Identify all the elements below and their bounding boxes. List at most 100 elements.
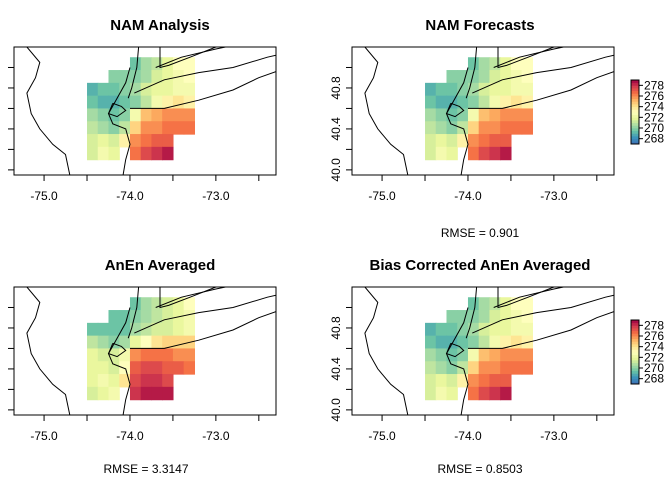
heatmap-cell [97, 82, 110, 97]
heatmap-cell [119, 374, 131, 388]
coastline-pa-nj-border [26, 47, 71, 175]
heatmap-cell [489, 95, 501, 110]
heatmap-cell [183, 121, 195, 135]
colorbar-segment [631, 373, 639, 377]
heatmap-cell [478, 322, 491, 337]
colorbar-segment [631, 325, 639, 329]
heatmap-cell [151, 146, 163, 161]
heatmap-cell [521, 348, 533, 362]
rmse-label: RMSE = 0.901 [441, 226, 520, 240]
heatmap-cell [435, 348, 448, 362]
heatmap-cell [87, 134, 99, 148]
heatmap-cell [446, 70, 458, 84]
heatmap-cell [489, 361, 501, 375]
heatmap-cell [129, 322, 142, 337]
heatmap-cell [172, 121, 185, 135]
heatmap-cell [467, 95, 480, 110]
heatmap-cell [457, 322, 469, 337]
heatmap-cell [500, 348, 512, 362]
colorbar-tick-label: 276 [644, 89, 664, 103]
coastline-long-island-south [468, 71, 614, 109]
heatmap-cell [162, 121, 174, 135]
heatmap-cell [87, 95, 99, 110]
heatmap-cell [467, 322, 480, 337]
colorbar-segment [631, 98, 639, 102]
heatmap-cell [467, 146, 480, 161]
heatmap-cell [500, 82, 512, 97]
heatmap-cell [108, 121, 120, 135]
heatmap-cell [510, 335, 523, 350]
heatmap-cell [151, 361, 163, 375]
heatmap-cell [108, 82, 120, 97]
heatmap-cell [467, 386, 480, 401]
colorbar-segment [631, 344, 639, 348]
heatmap-cell [521, 297, 533, 311]
colorbar-segment [631, 333, 639, 337]
heatmap-cell [435, 121, 448, 135]
heatmap-cell [425, 108, 437, 122]
heatmap-cell [172, 57, 185, 71]
coastline-hudson [127, 47, 140, 99]
coastline-ct-coast [155, 287, 229, 308]
heatmap-cell [119, 361, 131, 375]
heatmap-cell [435, 108, 448, 122]
heatmap-cell [425, 386, 437, 401]
colorbar-segment [631, 130, 639, 134]
panel-title: NAM Analysis [110, 17, 209, 34]
colorbar-segment [631, 141, 639, 145]
heatmap-cell [467, 297, 480, 311]
y-tick-label: 40.4 [329, 117, 343, 141]
colorbar-tick-label: 278 [644, 318, 664, 332]
coastline-ri-coast [267, 47, 268, 48]
heatmap-cell [119, 95, 131, 110]
colorbar-segment [631, 328, 639, 332]
colorbar-frame [630, 319, 640, 385]
heatmap-cell [108, 70, 120, 84]
x-tick-label: -75.0 [368, 189, 396, 203]
heatmap-cell [151, 70, 163, 84]
heatmap-cell [510, 361, 523, 375]
heatmap-cell [457, 108, 469, 122]
heatmap-cell [129, 297, 142, 311]
colorbar-segment [631, 85, 639, 89]
colorbar-segment [631, 362, 639, 366]
colorbar-segment [631, 330, 639, 334]
panel-title: Bias Corrected AnEn Averaged [370, 257, 591, 274]
heatmap-cell [478, 95, 491, 110]
colorbar-segment [631, 368, 639, 372]
heatmap-cell [500, 374, 512, 388]
heatmap-cell [478, 386, 491, 401]
heatmap-cell [140, 108, 153, 122]
heatmap-cell [446, 361, 458, 375]
heatmap-cell [457, 134, 469, 148]
coastline-long-island-north [472, 54, 614, 94]
heatmap-cell [457, 310, 469, 324]
heatmap-cell [435, 322, 448, 337]
heatmap-cell [87, 335, 99, 350]
coastline-ny-ct-border [159, 47, 217, 69]
heatmap-cell [425, 374, 437, 388]
heatmap-cell [425, 322, 437, 337]
heatmap-cell [457, 82, 469, 97]
heatmap-cell [467, 374, 480, 388]
heatmap-cell [129, 70, 142, 84]
colorbar-tick-label: 274 [644, 340, 664, 354]
heatmap-cell [435, 335, 448, 350]
heatmap-cell [521, 310, 533, 324]
heatmap-cell [129, 121, 142, 135]
heatmap-cell [510, 108, 523, 122]
heatmap-cell [183, 310, 195, 324]
heatmap-cell [172, 335, 185, 350]
colorbar-segment [631, 125, 639, 129]
heatmap-cell [172, 82, 185, 97]
heatmap-cell [435, 146, 448, 161]
coastline-staten-island [445, 102, 465, 118]
heatmap-cell [510, 57, 523, 71]
heatmap-cell [140, 310, 153, 324]
heatmap-cell [478, 108, 491, 122]
colorbar-tick-label: 272 [644, 110, 664, 124]
coastline-ri-coast [267, 287, 268, 288]
coastline-ct-coast [155, 47, 229, 68]
colorbar-frame [630, 79, 640, 145]
